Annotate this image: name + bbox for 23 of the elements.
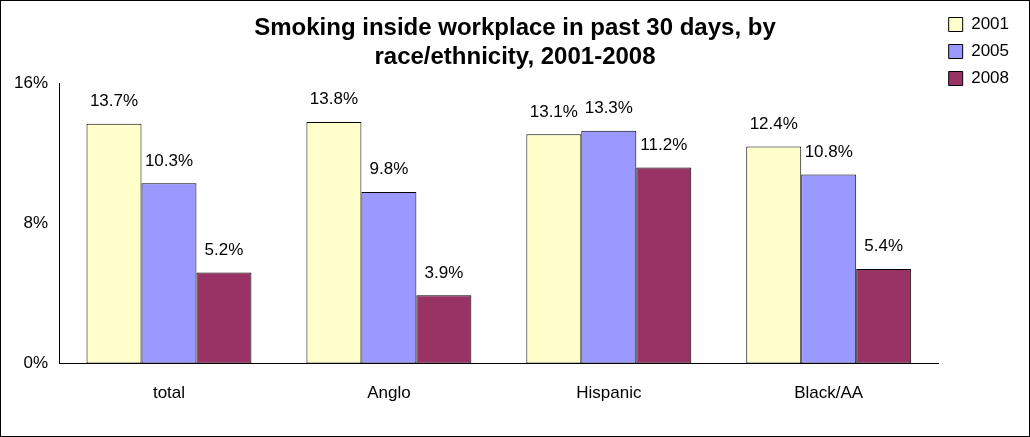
data-label: 12.4% [749, 113, 798, 133]
data-label: 5.4% [864, 236, 904, 256]
legend-label: 2001 [971, 14, 1010, 34]
y-tick-label: 0% [23, 353, 49, 373]
y-tick-label: 16% [13, 73, 49, 93]
data-label: 5.2% [204, 239, 244, 259]
x-tick-label: Black/AA [794, 383, 864, 403]
x-tick-label: total [152, 383, 186, 403]
data-label: 13.8% [309, 89, 359, 109]
data-label: 10.3% [144, 150, 194, 170]
data-label: 3.9% [424, 262, 464, 282]
y-tick-label: 8% [23, 213, 49, 233]
data-label: 13.3% [584, 98, 633, 118]
data-label: 11.2% [640, 134, 688, 154]
legend-label: 2008 [971, 68, 1010, 88]
data-label: 13.7% [89, 91, 139, 111]
x-tick-label: Hispanic [576, 383, 642, 403]
x-tick-label: Anglo [367, 383, 411, 403]
legend-label: 2005 [971, 41, 1010, 61]
data-label: 10.8% [804, 141, 853, 161]
chart-title: Smoking inside workplace in past 30 days, by race/ethnicity, 2001-2008 [254, 13, 777, 69]
data-label: 9.8% [369, 159, 409, 179]
data-label: 13.1% [529, 101, 578, 121]
